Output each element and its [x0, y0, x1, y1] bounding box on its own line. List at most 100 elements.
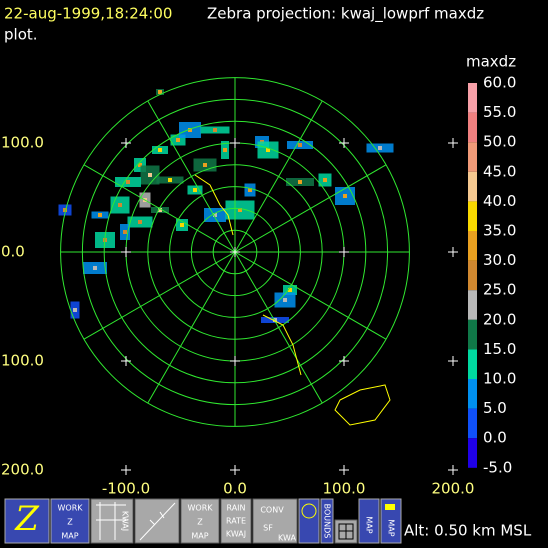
grid-cross — [339, 247, 349, 257]
icon-text: Z — [67, 518, 73, 527]
rain-icon[interactable] — [220, 498, 252, 544]
grid-cross — [339, 465, 349, 475]
colorbar-label: -5.0 — [483, 458, 512, 476]
plot-title: Zebra projection: kwaj_lowprf maxdz — [207, 5, 484, 24]
icon-text: WORK — [57, 504, 83, 513]
echo-core — [213, 213, 217, 217]
echo-core — [180, 223, 184, 227]
y-label: 100.0 — [1, 134, 44, 152]
map-icon[interactable] — [358, 498, 380, 544]
radar-plot — [58, 77, 458, 475]
grid-cross — [230, 247, 240, 257]
echo-core — [298, 143, 302, 147]
colorbar-swatch — [468, 142, 477, 172]
colorbar-label: 20.0 — [483, 310, 516, 328]
icon-text: CONV — [260, 506, 284, 515]
icon-text: KWAJ — [121, 511, 130, 531]
colorbar-label: 50.0 — [483, 133, 516, 151]
icon-text: MAP — [387, 519, 396, 536]
work-map-icon[interactable] — [50, 498, 90, 544]
colorbar-label: 0.0 — [483, 429, 507, 447]
echo-core — [378, 146, 382, 150]
y-label: 200.0 — [1, 461, 44, 479]
echo-core — [123, 230, 127, 234]
icon-text: SF — [263, 524, 273, 533]
y-label: 0.0 — [1, 243, 25, 261]
colorbar-swatch — [468, 171, 477, 202]
echo-core — [273, 318, 277, 322]
z-icon-label: Z — [14, 499, 40, 539]
z-icon[interactable] — [4, 498, 50, 544]
echo-core — [223, 148, 227, 152]
colorbar-swatch — [468, 201, 477, 231]
x-label: 100.0 — [323, 480, 366, 498]
coastline — [194, 174, 391, 426]
echo-core — [158, 90, 162, 94]
grid-cross — [230, 138, 240, 148]
icon-text: KWA — [278, 534, 296, 543]
colorbar-label: 60.0 — [483, 74, 516, 92]
colorbar-swatch — [468, 319, 477, 350]
echo-core — [138, 163, 142, 167]
colorbar-field: maxdz — [466, 53, 516, 71]
conv-icon[interactable] — [252, 498, 298, 544]
echo-core — [288, 288, 292, 292]
symbol-icon[interactable] — [298, 498, 320, 544]
icon-bar: Z WORK Z MAP KWAJ WORK Z MAP RAIN RATE K… — [4, 498, 402, 544]
colorbar-swatch — [468, 408, 477, 439]
work-map-icon[interactable] — [180, 498, 220, 544]
colorbar-swatch — [468, 349, 477, 379]
echo-core — [168, 178, 172, 182]
echo-core — [63, 208, 67, 212]
grid-cross — [339, 356, 349, 366]
icon-text: BOUNDS — [323, 504, 332, 539]
echo-core — [266, 148, 270, 152]
colorbar-swatch — [468, 379, 477, 409]
echo-core — [73, 308, 77, 312]
echo-core — [98, 213, 102, 217]
grid-cross — [448, 247, 458, 257]
colorbar: 60.0 55.0 50.0 45.0 40.0 35.0 30.0 25.0 20.0 15.0… — [468, 74, 516, 476]
colorbar-label: 15.0 — [483, 340, 516, 358]
echo-core — [193, 188, 197, 192]
grid-cross — [121, 247, 131, 257]
colorbar-swatch — [468, 83, 477, 113]
colorbar-swatch — [468, 112, 477, 143]
icon-text: Z — [197, 518, 203, 527]
icon-text: MAP — [365, 516, 374, 533]
colorbar-label: 55.0 — [483, 103, 516, 121]
grid-cross — [121, 465, 131, 475]
echo-core — [126, 180, 130, 184]
colorbar-label: 40.0 — [483, 192, 516, 210]
echo-core — [93, 266, 97, 270]
icon-text: RATE — [226, 517, 246, 526]
echo-core — [238, 208, 242, 212]
grid-cross — [339, 138, 349, 148]
x-label: 0.0 — [223, 480, 247, 498]
grid-cross — [121, 356, 131, 366]
time-label: 22-aug-1999,18:24:00 — [4, 5, 172, 23]
echo-core — [158, 208, 162, 212]
echo-core — [248, 188, 252, 192]
echo-core — [138, 220, 142, 224]
y-label: 100.0 — [1, 352, 44, 370]
x-label: 200.0 — [432, 480, 475, 498]
plot-title-cont: plot. — [4, 26, 38, 44]
echo-core — [283, 298, 287, 302]
echo-core — [158, 148, 162, 152]
colorbar-label: 30.0 — [483, 251, 516, 269]
colorbar-label: 35.0 — [483, 222, 516, 240]
colorbar-label: 5.0 — [483, 399, 507, 417]
kwaj-icon[interactable] — [90, 498, 134, 544]
echo-core — [343, 194, 347, 198]
icon-text: MAP — [61, 532, 78, 541]
colorbar-swatch — [468, 438, 477, 468]
colorbar-label: 45.0 — [483, 162, 516, 180]
echo-core — [213, 128, 217, 132]
icon-text: KWAJ — [226, 530, 246, 539]
echo-core — [118, 203, 122, 207]
colorbar-label: 10.0 — [483, 370, 516, 388]
icon-text: MAP — [191, 532, 208, 541]
bounds-icon[interactable] — [320, 498, 334, 544]
